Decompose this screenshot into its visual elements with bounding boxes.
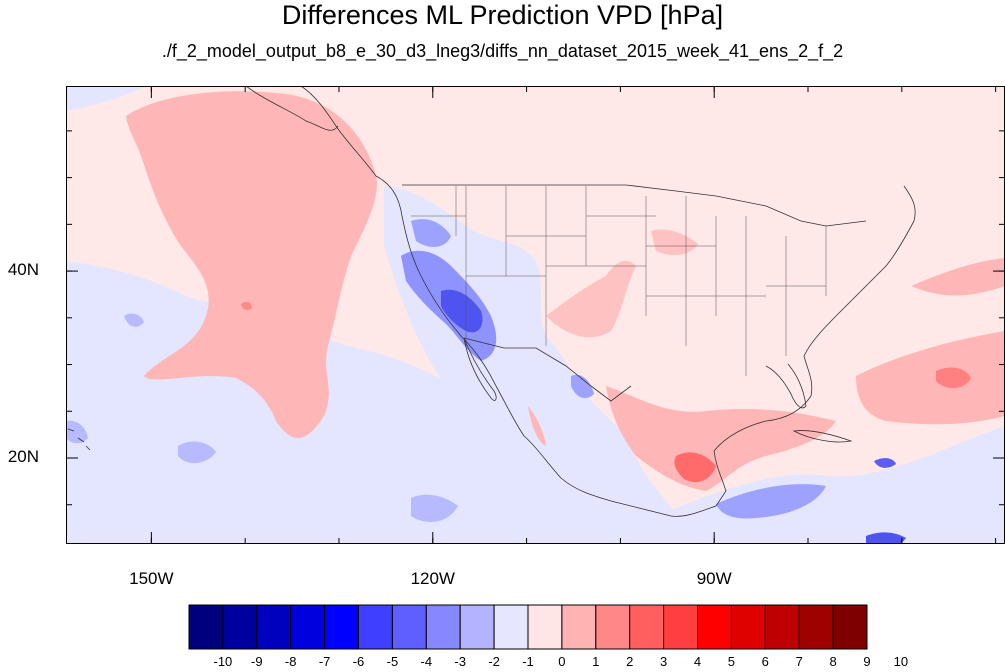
colorbar-swatch (595, 604, 631, 650)
axis-ticks (66, 86, 1005, 544)
field-positive-core-pacific (241, 301, 252, 311)
field-positive-atlantic (856, 331, 1005, 425)
field-negative-pacific-small (124, 313, 144, 327)
colorbar-level-label: 3 (659, 654, 668, 669)
field-positive-core-atlantic (936, 367, 971, 389)
colorbar-level-label: 6 (761, 654, 769, 669)
colorbar-swatch (222, 604, 258, 650)
field-positive-atlantic-north (911, 258, 1005, 296)
field-negative-nevada (411, 219, 451, 248)
colorbar-swatch (324, 604, 360, 650)
cuba-outline (792, 430, 853, 443)
field-negative-caribbean (874, 458, 896, 468)
colorbar-level-label: -5 (386, 654, 399, 669)
colorbar-level-label: -2 (488, 654, 500, 669)
colorbar-level-label: 0 (558, 654, 566, 669)
colorbar-swatch (188, 604, 224, 650)
colorbar-level-label: -7 (318, 654, 331, 669)
field-positive-core-mexico (674, 452, 716, 483)
colorbar-level-label: 10 (893, 654, 909, 669)
lat-tick-label: 20N (7, 447, 39, 466)
field-negative-east-pacific-band (716, 484, 826, 519)
lon-tick-label: 150W (129, 569, 174, 588)
colorbar-swatch (561, 604, 597, 650)
field-negative-southwest-core (441, 289, 483, 333)
colorbar-level-label: -8 (284, 654, 297, 669)
map-canvas (66, 86, 1005, 544)
colorbar-swatch (256, 604, 292, 650)
colorbar-swatch (663, 604, 699, 650)
field-positive-pacific-plume (126, 91, 377, 438)
colorbar-swatch (391, 604, 427, 650)
field-negative-caribbean-south (866, 532, 906, 544)
colorbar-level-label: -6 (352, 654, 365, 669)
state-lines (411, 186, 827, 376)
us-mexico-border (463, 337, 632, 402)
colorbar-level-label: -4 (420, 654, 433, 669)
colorbar-swatch (459, 604, 495, 650)
colorbar-level-label: 7 (795, 654, 803, 669)
colorbar-swatch (832, 604, 868, 650)
alaska-coast (245, 86, 339, 131)
country-boundaries (67, 86, 916, 517)
field-negative-light-north (66, 86, 146, 111)
colorbar-swatch (730, 604, 766, 650)
field-positive-gulf (606, 386, 836, 491)
plot-subtitle: ./f_2_model_output_b8_e_30_d3_lneg3/diff… (161, 41, 844, 61)
lat-tick-label: 40N (7, 260, 39, 280)
field-positive-baja-strip (528, 406, 546, 446)
state-boundaries (411, 186, 827, 376)
colorbar-level-label: 4 (693, 654, 702, 669)
field-negative-mexico-west (571, 374, 594, 399)
colorbar-swatch (527, 604, 563, 650)
colorbar-level-label: -3 (454, 654, 466, 669)
colorbar-swatch (493, 604, 529, 650)
colorbar-swatch (697, 604, 732, 650)
colorbar-swatch (290, 604, 326, 650)
hawaii-islands (67, 428, 91, 451)
colorbar-swatch (425, 604, 461, 650)
colorbar-level-label: -10 (213, 654, 233, 669)
us-canada-border (402, 184, 867, 227)
colorbar-level-label: 9 (863, 654, 871, 669)
lon-tick-label: 120W (410, 569, 455, 588)
colorbar (188, 604, 868, 650)
plot-title: Differences ML Prediction VPD [hPa] (281, 0, 724, 30)
colorbar-level-label: 1 (592, 654, 600, 669)
field-negative-hawaii (66, 420, 88, 444)
field-negative-pacific-south (411, 494, 458, 522)
colorbar-swatch (358, 604, 393, 650)
field-positive-plains (546, 260, 636, 338)
field-negative-light-west (384, 186, 706, 544)
baja-outline (463, 337, 497, 401)
north-america-coastline (300, 86, 916, 517)
map-panel (66, 86, 1005, 544)
lon-tick-label: 90W (696, 569, 732, 588)
colorbar-level-label: -9 (251, 654, 263, 669)
colorbar-level-label: 5 (727, 654, 735, 669)
colorbar-swatch (764, 604, 800, 650)
florida-outline (765, 363, 807, 409)
colorbar-level-label: 2 (626, 654, 634, 669)
colorbar-level-label: -1 (522, 654, 534, 669)
colorbar-level-label: 8 (829, 654, 837, 669)
colorbar-swatch (629, 604, 665, 650)
field-negative-pacific-sw (178, 441, 216, 464)
colorbar-swatch (798, 604, 834, 650)
